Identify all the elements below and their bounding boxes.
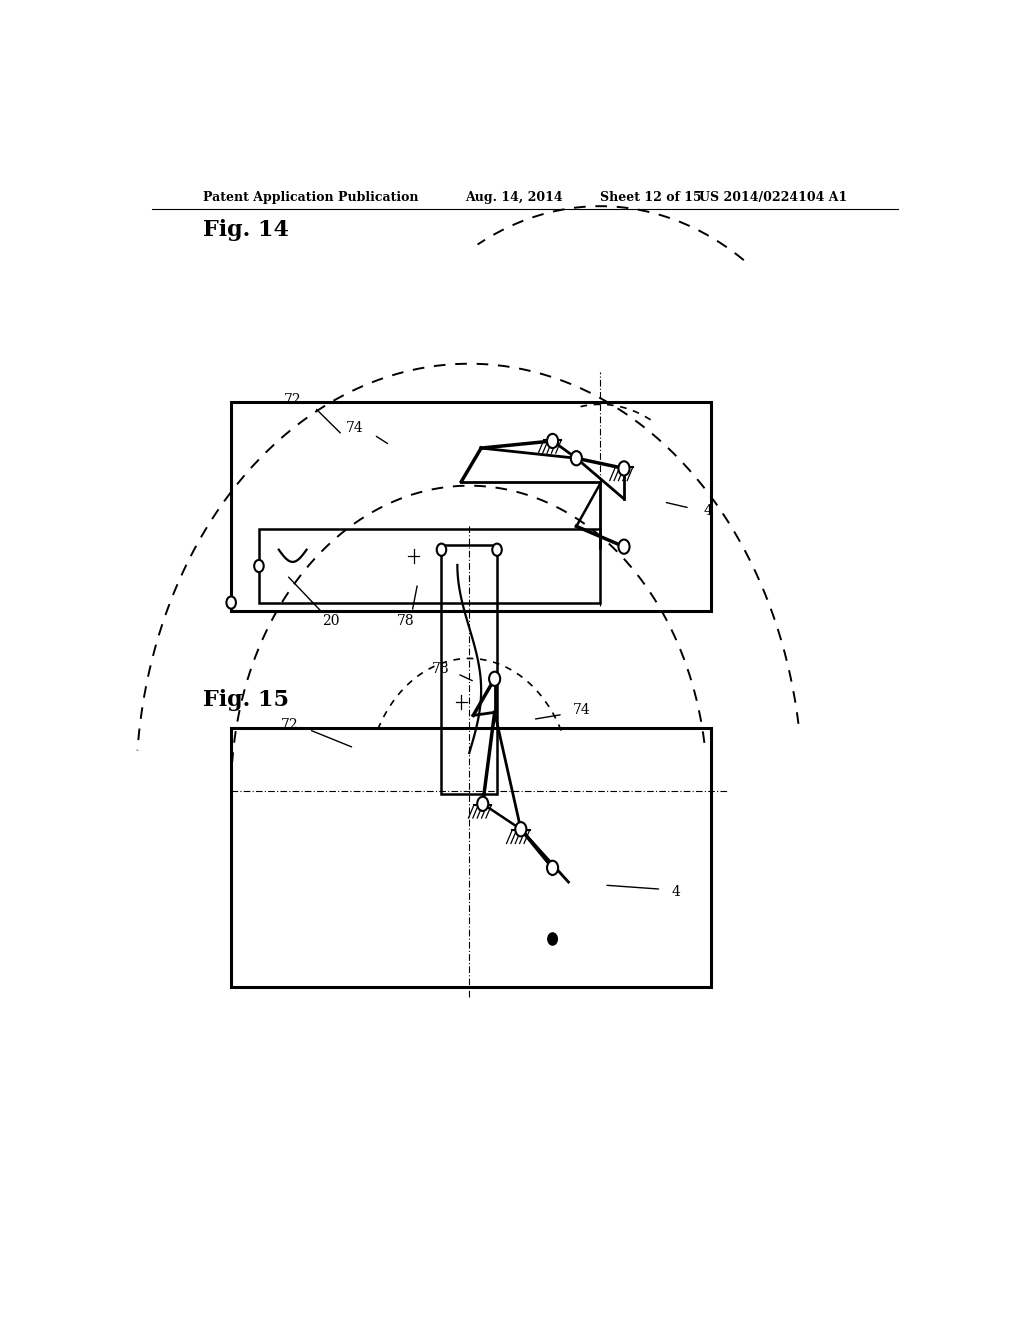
Circle shape [477,797,488,810]
Circle shape [436,544,446,556]
Circle shape [254,560,264,572]
Text: Fig. 14: Fig. 14 [204,219,289,242]
Text: 78: 78 [432,661,450,676]
Text: 72: 72 [281,718,299,731]
Bar [231,727,712,987]
Circle shape [226,597,236,609]
Circle shape [493,544,502,556]
Text: 78: 78 [397,614,415,628]
Circle shape [618,540,630,554]
Text: 4: 4 [672,886,681,899]
Bar [441,545,497,793]
Text: 72: 72 [284,393,301,408]
Text: Aug. 14, 2014: Aug. 14, 2014 [465,190,563,203]
Circle shape [547,434,558,447]
Text: Sheet 12 of 15: Sheet 12 of 15 [600,190,701,203]
Bar [259,529,600,602]
Circle shape [515,822,526,837]
Text: 4: 4 [703,504,713,517]
Text: Fig. 15: Fig. 15 [204,689,290,711]
Circle shape [489,672,500,686]
Circle shape [570,451,582,466]
Text: Patent Application Publication: Patent Application Publication [204,190,419,203]
Circle shape [548,933,557,945]
Circle shape [618,461,630,475]
Text: 74: 74 [346,421,364,434]
Text: 20: 20 [322,614,339,628]
Bar [231,403,712,611]
Text: US 2014/0224104 A1: US 2014/0224104 A1 [699,190,848,203]
Circle shape [547,861,558,875]
Text: 74: 74 [572,704,590,717]
